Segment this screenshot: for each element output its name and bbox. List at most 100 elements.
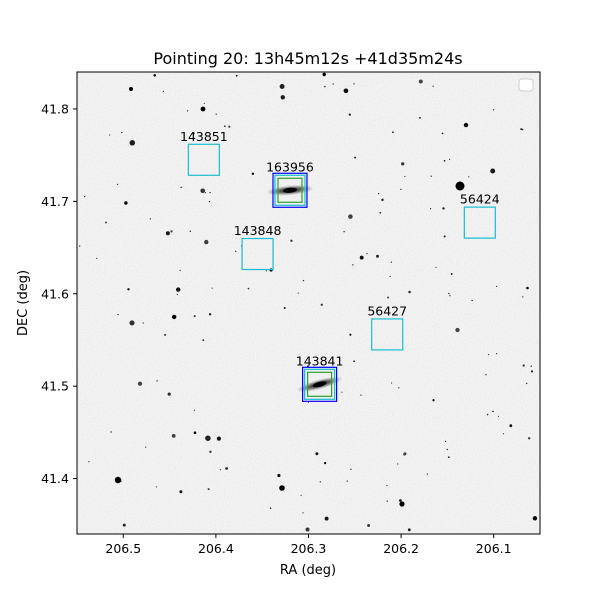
star: [525, 382, 528, 385]
source-box-outer: [272, 172, 308, 208]
star: [84, 195, 86, 198]
star: [353, 360, 355, 363]
source-box: [304, 368, 336, 400]
star: [520, 128, 523, 131]
source-box: [187, 143, 220, 176]
y-tick-label: 41.4: [41, 471, 69, 486]
star: [443, 159, 446, 162]
star: [530, 370, 534, 373]
star: [202, 339, 205, 341]
star: [307, 365, 309, 368]
star: [305, 527, 310, 532]
source-label: 143841: [296, 353, 344, 368]
galaxy-core: [283, 187, 297, 193]
chart-title: Pointing 20: 13h45m12s +41d35m24s: [153, 49, 462, 68]
star: [399, 499, 402, 502]
star: [354, 156, 357, 159]
star: [324, 85, 326, 88]
star: [155, 486, 158, 488]
star: [432, 85, 434, 87]
star: [211, 287, 213, 289]
star: [390, 261, 392, 263]
star: [225, 467, 229, 470]
star: [352, 264, 354, 266]
star: [450, 273, 453, 275]
star: [302, 512, 304, 514]
star: [165, 231, 170, 236]
star: [492, 109, 495, 111]
source-label: 163956: [266, 159, 314, 174]
source-label: 143848: [234, 223, 282, 238]
star: [530, 365, 532, 367]
star: [142, 322, 144, 324]
star: [349, 333, 352, 336]
star: [522, 364, 525, 367]
star: [167, 392, 171, 396]
star: [204, 192, 206, 194]
star: [162, 90, 165, 93]
star: [389, 275, 391, 278]
star: [449, 158, 451, 160]
star: [387, 296, 390, 299]
star: [432, 399, 435, 402]
star: [235, 250, 237, 252]
star: [435, 266, 437, 269]
star: [502, 433, 505, 435]
y-tick-label: 41.7: [41, 194, 69, 209]
star: [105, 221, 107, 224]
source-box-inner: [277, 177, 303, 203]
star: [265, 270, 267, 272]
star: [509, 424, 513, 428]
star: [319, 481, 321, 483]
star: [228, 125, 231, 128]
star: [323, 461, 327, 465]
star: [397, 463, 399, 465]
star: [290, 239, 293, 242]
star: [443, 235, 446, 238]
star: [145, 446, 147, 448]
star: [269, 507, 272, 509]
star: [471, 299, 473, 302]
star: [279, 485, 285, 491]
x-axis: 206.5 206.4 206.3 206.2 206.1: [105, 534, 512, 556]
star: [401, 162, 405, 166]
star: [283, 306, 286, 310]
star: [446, 448, 448, 451]
star: [463, 122, 469, 128]
star: [127, 288, 130, 291]
star: [392, 131, 394, 134]
x-tick-label: 206.2: [383, 541, 419, 556]
star: [487, 353, 490, 356]
star: [116, 183, 119, 186]
star: [149, 218, 151, 220]
star: [379, 211, 382, 214]
x-tick-label: 206.1: [476, 541, 512, 556]
star: [444, 440, 447, 443]
star: [375, 254, 380, 258]
star: [398, 387, 400, 389]
star: [251, 172, 255, 176]
star: [110, 431, 112, 433]
star: [193, 431, 197, 434]
star: [117, 313, 119, 316]
star: [359, 255, 364, 260]
galaxy-core: [312, 381, 327, 388]
source-box: [463, 206, 496, 239]
star: [528, 437, 531, 440]
star: [300, 494, 302, 496]
star: [219, 469, 222, 471]
legend-box: [518, 78, 534, 92]
star: [96, 257, 98, 260]
star: [179, 490, 183, 494]
star: [88, 461, 90, 463]
star: [455, 327, 460, 333]
source-label: 56427: [367, 303, 407, 318]
star: [215, 113, 217, 115]
star: [200, 106, 206, 112]
star: [124, 201, 128, 205]
star: [223, 125, 226, 128]
star: [121, 131, 123, 134]
star-field: [79, 72, 538, 532]
star: [114, 476, 122, 484]
